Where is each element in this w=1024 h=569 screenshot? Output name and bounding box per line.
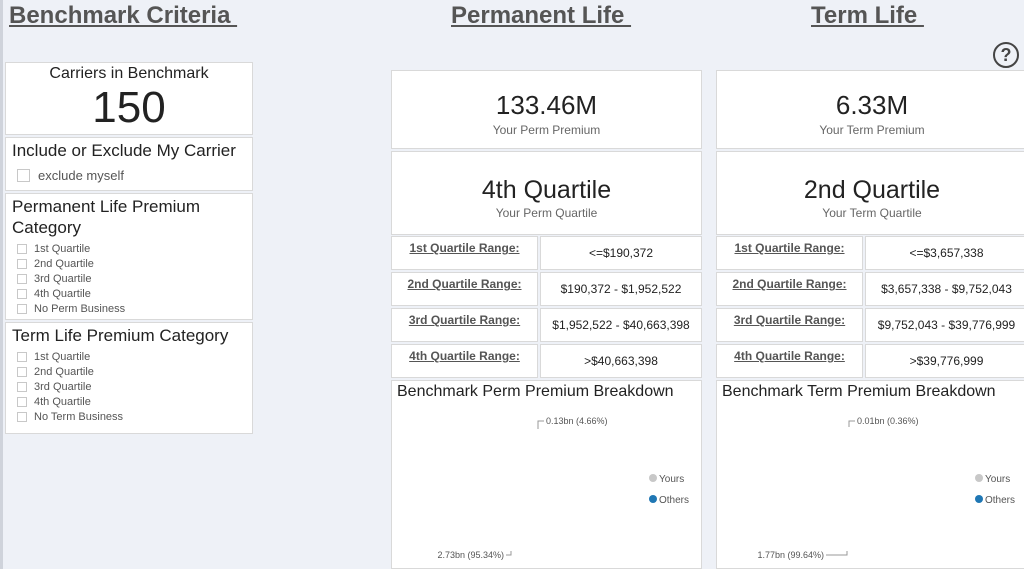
perm-yours-data-label: 0.13bn (4.66%) — [546, 416, 608, 426]
perm-range-value: >$40,663,398 — [540, 344, 702, 378]
term-category-checkbox[interactable] — [17, 396, 27, 407]
perm-legend-others-marker — [649, 495, 657, 503]
term-range-label: 4th Quartile Range: — [716, 344, 863, 378]
perm-breakdown-title: Benchmark Perm Premium Breakdown — [397, 383, 674, 400]
carriers-card: Carriers in Benchmark 150 — [5, 62, 253, 135]
perm-category-option[interactable]: 1st Quartile — [6, 241, 252, 256]
perm-quartile-label: Your Perm Quartile — [495, 206, 598, 220]
term-category-checkbox[interactable] — [17, 366, 27, 377]
term-others-data-label: 1.77bn (99.64%) — [757, 550, 824, 560]
perm-category-list: 1st Quartile 2nd Quartile 3rd Quartile 4th … — [6, 241, 252, 316]
term-legend-yours-marker — [975, 474, 983, 482]
perm-legend-yours-marker — [649, 474, 657, 482]
term-pie-chart: 0.01bn (0.36%) 1.77bn (99.64%) Yours Oth… — [757, 416, 1015, 560]
perm-range-label: 1st Quartile Range: — [391, 236, 538, 270]
term-category-option-label: 2nd Quartile — [34, 365, 94, 378]
carriers-count: 150 — [92, 83, 166, 132]
exclude-myself-label: exclude myself — [38, 167, 124, 183]
perm-category-title: Permanent Life Premium Category — [12, 197, 201, 237]
term-life-header: Term Life — [811, 2, 924, 29]
term-category-option[interactable]: 2nd Quartile — [6, 364, 252, 379]
term-category-option[interactable]: 1st Quartile — [6, 349, 252, 364]
perm-premium-card: 133.46M Your Perm Premium — [391, 70, 702, 149]
term-range-value: $9,752,043 - $39,776,999 — [865, 308, 1024, 342]
term-category-option[interactable]: No Term Business — [6, 409, 252, 424]
term-category-option-label: No Term Business — [34, 410, 124, 423]
perm-category-checkbox[interactable] — [17, 273, 27, 284]
term-premium-card: 6.33M Your Term Premium — [716, 70, 1024, 149]
permanent-life-header: Permanent Life — [451, 2, 632, 29]
perm-quartile-card: 4th Quartile Your Perm Quartile — [391, 151, 702, 235]
perm-quartile-value: 4th Quartile — [481, 176, 612, 204]
term-category-checkbox[interactable] — [17, 381, 27, 392]
perm-category-option-label: 4th Quartile — [34, 287, 91, 300]
left-edge-divider — [0, 0, 3, 569]
perm-category-option[interactable]: 3rd Quartile — [6, 271, 252, 286]
term-legend-yours: Yours — [985, 474, 1010, 485]
perm-category-option-label: 1st Quartile — [34, 242, 91, 255]
perm-range-value: <=$190,372 — [540, 236, 702, 270]
term-legend-others-marker — [975, 495, 983, 503]
perm-others-leader — [506, 551, 512, 556]
term-category-option-label: 1st Quartile — [34, 350, 91, 363]
term-yours-data-label: 0.01bn (0.36%) — [857, 416, 919, 426]
term-quartile-label: Your Term Quartile — [822, 206, 922, 220]
perm-category-option[interactable]: 2nd Quartile — [6, 256, 252, 271]
include-exclude-card: Include or Exclude My Carrier exclude my… — [5, 137, 253, 191]
perm-range-label: 3rd Quartile Range: — [391, 308, 538, 342]
perm-range-value: $190,372 - $1,952,522 — [540, 272, 702, 306]
perm-others-data-label: 2.73bn (95.34%) — [437, 550, 504, 560]
perm-range-value: $1,952,522 - $40,663,398 — [540, 308, 702, 342]
benchmark-criteria-header: Benchmark Criteria — [9, 2, 238, 29]
term-range-label: 1st Quartile Range: — [716, 236, 863, 270]
perm-category-card: Permanent Life Premium Category 1st Quar… — [5, 193, 253, 320]
term-premium-label: Your Term Premium — [819, 123, 925, 137]
term-others-leader — [826, 551, 848, 556]
term-legend-others: Others — [985, 495, 1015, 506]
perm-breakdown-card: Benchmark Perm Premium Breakdown 0.13bn … — [391, 380, 702, 569]
include-exclude-title: Include or Exclude My Carrier — [12, 141, 236, 160]
perm-yours-leader — [537, 420, 544, 429]
term-category-option[interactable]: 3rd Quartile — [6, 379, 252, 394]
term-category-checkbox[interactable] — [17, 351, 27, 362]
term-premium-value: 6.33M — [835, 90, 909, 120]
perm-category-checkbox[interactable] — [17, 243, 27, 254]
term-range-label: 2nd Quartile Range: — [716, 272, 863, 306]
exclude-myself-option[interactable]: exclude myself — [6, 165, 252, 185]
perm-category-checkbox[interactable] — [17, 303, 27, 314]
perm-range-label: 2nd Quartile Range: — [391, 272, 538, 306]
term-breakdown-card: Benchmark Term Premium Breakdown 0.01bn … — [716, 380, 1024, 569]
perm-range-label: 4th Quartile Range: — [391, 344, 538, 378]
term-quartile-value: 2nd Quartile — [803, 176, 941, 204]
term-range-label: 3rd Quartile Range: — [716, 308, 863, 342]
perm-category-option[interactable]: No Perm Business — [6, 301, 252, 316]
term-range-value: <=$3,657,338 — [865, 236, 1024, 270]
term-category-checkbox[interactable] — [17, 411, 27, 422]
perm-category-option-label: 3rd Quartile — [34, 272, 92, 285]
term-range-value: >$39,776,999 — [865, 344, 1024, 378]
term-range-value: $3,657,338 - $9,752,043 — [865, 272, 1024, 306]
carriers-title: Carriers in Benchmark — [49, 65, 209, 82]
term-category-list: 1st Quartile 2nd Quartile 3rd Quartile 4th … — [6, 349, 252, 424]
perm-category-option-label: 2nd Quartile — [34, 257, 94, 270]
term-breakdown-title: Benchmark Term Premium Breakdown — [722, 383, 996, 400]
perm-category-option[interactable]: 4th Quartile — [6, 286, 252, 301]
term-yours-leader — [848, 420, 855, 427]
perm-category-checkbox[interactable] — [17, 258, 27, 269]
term-category-option-label: 3rd Quartile — [34, 380, 92, 393]
term-category-option[interactable]: 4th Quartile — [6, 394, 252, 409]
exclude-myself-checkbox[interactable] — [17, 168, 30, 182]
perm-premium-label: Your Perm Premium — [492, 123, 601, 137]
term-category-title: Term Life Premium Category — [12, 326, 229, 345]
perm-category-checkbox[interactable] — [17, 288, 27, 299]
help-icon[interactable]: ? — [993, 42, 1019, 68]
term-quartile-card: 2nd Quartile Your Term Quartile — [716, 151, 1024, 235]
perm-pie-chart: 0.13bn (4.66%) 2.73bn (95.34%) Yours Oth… — [437, 416, 689, 560]
term-category-card: Term Life Premium Category 1st Quartile 2… — [5, 322, 253, 434]
perm-category-option-label: No Perm Business — [34, 302, 126, 315]
perm-legend-yours: Yours — [659, 474, 684, 485]
perm-legend-others: Others — [659, 495, 689, 506]
perm-premium-value: 133.46M — [495, 90, 598, 120]
term-category-option-label: 4th Quartile — [34, 395, 91, 408]
